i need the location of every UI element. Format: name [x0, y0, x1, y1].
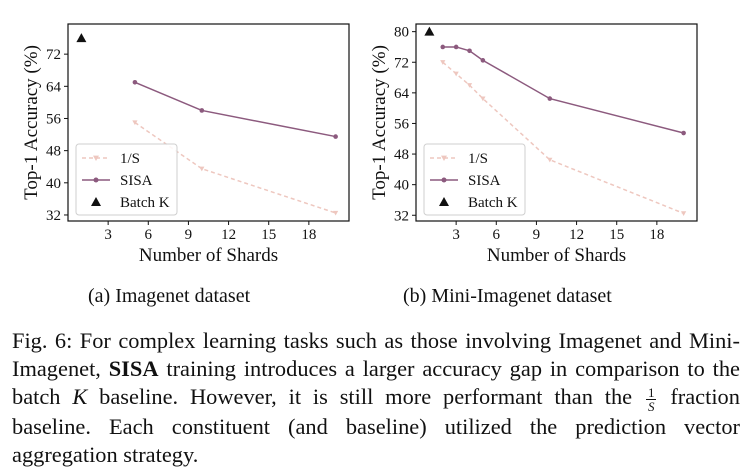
fraction-denominator: S [647, 399, 655, 414]
caption-label: Fig. 6: [12, 328, 73, 353]
one-over-s-point [681, 211, 687, 216]
y-tick-label: 56 [46, 111, 62, 127]
figure: 3 6 9 12 15 18 32 40 48 56 64 72 Number of Shards Top… [21, 23, 698, 308]
y-tick-label: 64 [394, 86, 410, 102]
plot-frame [67, 23, 350, 222]
series-line-sisa [442, 46, 684, 134]
one-over-s-point [466, 83, 473, 88]
caption-text-1: For complex learning tasks such as those… [12, 328, 740, 381]
figure-caption: Fig. 6: For complex learning tasks such … [12, 327, 740, 469]
legend-marker-circle [93, 177, 99, 183]
legend-label: Batch K [120, 195, 170, 211]
subcaption-a-tag: (a) [88, 285, 111, 307]
one-over-s-point [199, 166, 205, 172]
caption-var-k: K [72, 384, 88, 409]
legend-box [75, 143, 178, 216]
sisa-point [199, 108, 205, 113]
sisa-point [333, 134, 338, 139]
x-tick-label: 6 [493, 227, 501, 243]
x-tick-label: 18 [649, 227, 664, 243]
one-over-s-point [440, 60, 446, 65]
sisa-point [132, 79, 138, 85]
one-over-s-point [480, 96, 486, 102]
x-tick-label: 3 [104, 227, 112, 243]
one-over-s-point [453, 71, 459, 77]
legend-label: 1/S [468, 151, 488, 167]
chart-panel-a: 3 6 9 12 15 18 32 40 48 56 64 72 Number of Shards Top… [21, 23, 350, 266]
x-tick-label: 12 [569, 227, 584, 243]
caption-text-2: training introduces a larger accuracy ga… [12, 356, 740, 409]
y-tick-label: 56 [394, 116, 410, 132]
x-tick-label: 18 [301, 227, 316, 243]
y-tick-label: 48 [46, 144, 61, 160]
subcaption-a-text: Imagenet dataset [115, 285, 251, 307]
legend-label: Batch K [468, 195, 518, 211]
subcaption-b-tag: (b) [403, 285, 427, 307]
legend-marker-triangle-down [93, 155, 99, 161]
x-axis-label: Number of Shards [139, 245, 278, 266]
legend-label: SISA [120, 173, 153, 189]
legend-marker-triangle-down [441, 155, 447, 161]
y-tick-label: 72 [394, 55, 409, 71]
series-line-1s [134, 121, 336, 214]
y-tick-label: 32 [394, 208, 409, 224]
x-tick-label: 3 [452, 227, 460, 243]
batch-k-point [76, 33, 87, 43]
x-tick-label: 9 [185, 227, 193, 243]
y-tick-label: 32 [46, 208, 61, 224]
x-tick-label: 15 [261, 227, 276, 243]
one-over-s-point [132, 120, 138, 126]
plot-frame [415, 23, 698, 222]
sisa-point [681, 130, 686, 136]
y-tick-label: 40 [394, 178, 409, 194]
chart-panel-b: 3 6 9 12 15 18 32 40 48 56 64 72 80 Number of Shards T… [369, 23, 698, 266]
y-tick-label: 40 [46, 176, 61, 192]
legend-marker-triangle-up [439, 197, 449, 206]
x-tick-label: 6 [145, 227, 153, 243]
caption-text-4: fraction baseline. Each constituent (and… [12, 384, 740, 467]
legend-marker-triangle-up [91, 197, 101, 206]
x-tick-label: 15 [609, 227, 624, 243]
series-line-sisa [134, 81, 336, 138]
legend-box [423, 143, 526, 216]
sisa-point [440, 44, 446, 50]
legend-marker-circle [441, 177, 447, 183]
figure-charts: 3 6 9 12 15 18 32 40 48 56 64 72 Number of Shards Top… [21, 23, 698, 266]
y-axis-label: Top-1 Accuracy (%) [21, 45, 42, 200]
fraction-numerator: 1 [645, 385, 657, 400]
y-axis-label: Top-1 Accuracy (%) [369, 45, 390, 200]
y-tick-label: 48 [394, 147, 409, 163]
subcaption-b: (b) Mini-Imagenet dataset [403, 285, 612, 308]
sisa-point [467, 48, 472, 54]
legend-label: SISA [468, 173, 501, 189]
sisa-point [480, 58, 486, 63]
batch-k-point [424, 26, 435, 36]
legend-label: 1/S [120, 151, 140, 167]
y-tick-label: 80 [394, 25, 409, 41]
sisa-point [453, 44, 459, 50]
y-tick-label: 64 [46, 79, 62, 95]
caption-text-3: baseline. However, it is still more perf… [99, 384, 633, 409]
one-over-s-point [333, 210, 339, 216]
subcaption-a: (a) Imagenet dataset [88, 285, 250, 308]
sisa-point [547, 96, 553, 101]
x-axis-label: Number of Shards [487, 245, 626, 266]
x-tick-label: 12 [221, 227, 236, 243]
subcaption-b-text: Mini-Imagenet dataset [431, 285, 612, 307]
one-over-s-point [547, 157, 553, 163]
x-tick-label: 9 [533, 227, 541, 243]
caption-bold-sisa: SISA [108, 356, 159, 381]
y-tick-label: 72 [46, 47, 61, 63]
